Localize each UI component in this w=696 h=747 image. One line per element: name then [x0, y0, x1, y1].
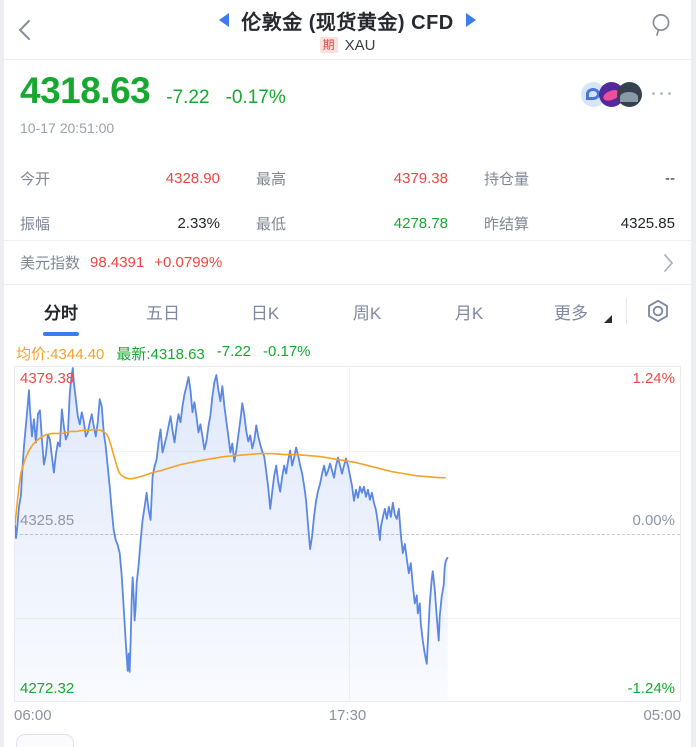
- usd-index-change: +0.0799%: [154, 254, 223, 271]
- quote-section: 4318.63 -7.22 -0.17% 10-17 20:51:00 ···: [4, 60, 691, 150]
- legend-latest: 最新:4318.63: [116, 346, 205, 363]
- settings-nut-icon: [648, 299, 668, 323]
- chevron-left-icon: [18, 20, 30, 40]
- tab-monthly-k[interactable]: 月K: [454, 303, 484, 323]
- ticker-symbol: XAU: [344, 36, 376, 54]
- chart-legend: 均价:4344.40 最新:4318.63 -7.22 -0.17%: [4, 337, 691, 366]
- tab-5day[interactable]: 五日: [146, 303, 180, 323]
- period-tabs: 分时 五日 日K 周K 月K 更多: [4, 285, 691, 337]
- legend-change: -7.22: [216, 343, 251, 360]
- partial-button[interactable]: [16, 734, 74, 747]
- x-axis: 06:00 17:30 05:00: [14, 702, 681, 728]
- x-tick-start: 06:00: [14, 706, 52, 724]
- stat-prev-settle: 昨结算 4325.85: [484, 215, 675, 234]
- stat-open: 今开 4328.90: [20, 169, 220, 188]
- futures-badge: 期: [319, 37, 338, 53]
- divider: [4, 240, 691, 241]
- footer-strip: [4, 728, 691, 747]
- last-price: 4318.63: [20, 70, 151, 111]
- header: 伦敦金 (现货黄金) CFD 期 XAU: [4, 0, 691, 60]
- x-tick-mid: 17:30: [328, 706, 367, 724]
- y-high-label: 4379.38: [20, 370, 75, 387]
- usd-index-label: 美元指数: [20, 255, 81, 272]
- quote-app: 伦敦金 (现货黄金) CFD 期 XAU 4318.63 -7.22 -0.17…: [4, 0, 691, 747]
- y-low-label: 4272.32: [20, 680, 75, 697]
- price-chart[interactable]: 4379.38 1.24% 4325.85 0.00% 4272.32 -1.2…: [14, 366, 681, 702]
- price-change-pct: -0.17%: [225, 87, 286, 108]
- header-center: 伦敦金 (现货黄金) CFD 期 XAU: [219, 6, 476, 54]
- usd-index-value: 98.4391: [90, 254, 145, 271]
- avg-line: [15, 428, 446, 526]
- stat-high: 最高 4379.38: [256, 169, 448, 188]
- y-mid-pct-label: 0.00%: [632, 512, 675, 529]
- search-icon: [652, 14, 670, 36]
- next-instrument-icon[interactable]: [465, 13, 476, 27]
- y-high-pct-label: 1.24%: [632, 370, 675, 387]
- divider: [626, 298, 627, 324]
- search-button[interactable]: [649, 12, 673, 39]
- share-avatars: ···: [581, 82, 675, 107]
- price-area: [15, 368, 448, 701]
- chart-settings-button[interactable]: [631, 285, 685, 337]
- usd-index-row[interactable]: 美元指数 98.4391 +0.0799%: [4, 241, 691, 285]
- stat-open-interest: 持仓量 --: [484, 169, 675, 188]
- tab-minute[interactable]: 分时: [10, 285, 112, 337]
- price-line: [15, 367, 449, 673]
- quote-timestamp: 10-17 20:51:00: [20, 120, 115, 136]
- stats-grid: 今开 4328.90 最高 4379.38 持仓量 -- 振幅 2.33% 最低 4278…: [4, 150, 691, 240]
- prev-instrument-icon[interactable]: [219, 13, 230, 27]
- chart-canvas: [15, 367, 449, 701]
- legend-change-pct: -0.17%: [262, 343, 311, 360]
- y-low-pct-label: -1.24%: [627, 680, 675, 697]
- tab-weekly-k[interactable]: 周K: [352, 303, 382, 323]
- x-tick-end: 05:00: [643, 706, 681, 724]
- tab-more[interactable]: 更多: [520, 285, 622, 337]
- dropdown-corner-icon: [604, 315, 612, 323]
- gridline: [15, 450, 680, 452]
- stat-low: 最低 4278.78: [256, 215, 448, 234]
- more-options-button[interactable]: ···: [651, 84, 675, 104]
- y-mid-label: 4325.85: [20, 512, 75, 529]
- page-title: 伦敦金 (现货黄金) CFD: [241, 11, 454, 34]
- moon-avatar-icon[interactable]: [617, 82, 643, 107]
- tab-daily-k[interactable]: 日K: [250, 303, 280, 323]
- legend-avg: 均价:4344.40: [16, 346, 105, 363]
- back-button[interactable]: [10, 14, 40, 46]
- chevron-right-icon: [664, 253, 674, 272]
- price-change: -7.22: [166, 87, 210, 108]
- stat-amplitude: 振幅 2.33%: [20, 215, 220, 234]
